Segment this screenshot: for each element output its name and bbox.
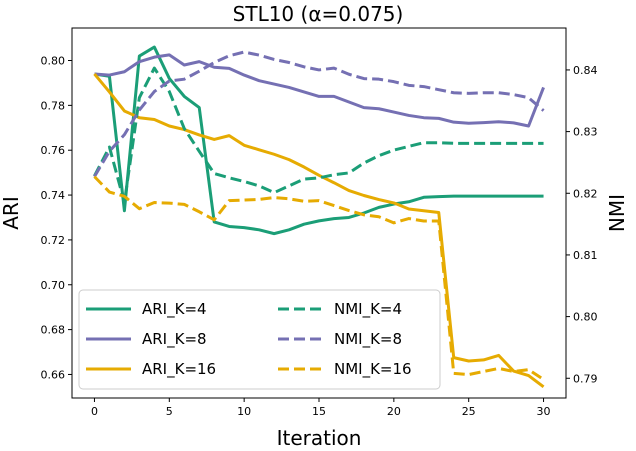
y-right-tick-label: 0.84 — [573, 64, 598, 77]
x-tick-label: 25 — [462, 405, 476, 418]
series-line-ari-k-16 — [93, 73, 545, 388]
series-line-nmi-k-8 — [93, 50, 545, 178]
y-axis-left: 0.66 0.68 0.70 0.72 0.74 0.76 0.78 0.80 — [41, 55, 72, 381]
x-tick-label: 30 — [537, 405, 551, 418]
y-right-tick-label: 0.82 — [573, 187, 598, 200]
y-left-tick-label: 0.76 — [41, 144, 66, 157]
x-tick-label: 15 — [312, 405, 326, 418]
y-axis-left-title: ARI — [0, 196, 23, 229]
legend-box — [78, 289, 441, 390]
y-axis-right-title: NMI — [605, 194, 629, 232]
x-tick-label: 10 — [237, 405, 251, 418]
legend-label: NMI_K=8 — [334, 330, 402, 349]
x-axis-title: Iteration — [277, 426, 362, 450]
series-line-ari-k-8 — [94, 53, 545, 128]
x-axis: 0 5 10 15 20 25 30 — [91, 398, 551, 418]
x-tick-label: 0 — [91, 405, 98, 418]
series-line-nmi-k-16 — [93, 175, 545, 381]
y-left-tick-label: 0.78 — [41, 99, 66, 112]
series-line-ari-k-4 — [94, 45, 544, 236]
series-line-nmi-k-4 — [93, 66, 544, 205]
x-tick-label: 5 — [166, 405, 173, 418]
legend-label: NMI_K=16 — [334, 360, 412, 379]
y-left-tick-label: 0.74 — [41, 189, 66, 202]
legend-label: ARI_K=8 — [142, 330, 207, 349]
y-left-tick-label: 0.72 — [41, 234, 66, 247]
y-right-tick-label: 0.81 — [573, 249, 598, 262]
y-right-tick-label: 0.80 — [573, 311, 598, 324]
y-right-tick-label: 0.83 — [573, 126, 598, 139]
x-tick-label: 20 — [387, 405, 401, 418]
y-axis-right: 0.79 0.80 0.81 0.82 0.83 0.84 — [566, 64, 598, 385]
plot-area — [93, 45, 545, 388]
y-left-tick-label: 0.80 — [41, 55, 66, 68]
legend-label: ARI_K=4 — [142, 300, 207, 319]
y-left-tick-label: 0.70 — [41, 279, 66, 292]
legend: ARI_K=4 ARI_K=8 ARI_K=16 NMI_K=4 NMI_K=8 NMI_… — [78, 289, 441, 390]
legend-label: ARI_K=16 — [142, 360, 216, 379]
chart-title: STL10 (α=0.075) — [233, 2, 404, 26]
y-left-tick-label: 0.66 — [41, 368, 66, 381]
y-right-tick-label: 0.79 — [573, 372, 598, 385]
legend-label: NMI_K=4 — [334, 300, 402, 319]
y-left-tick-label: 0.68 — [41, 324, 66, 337]
